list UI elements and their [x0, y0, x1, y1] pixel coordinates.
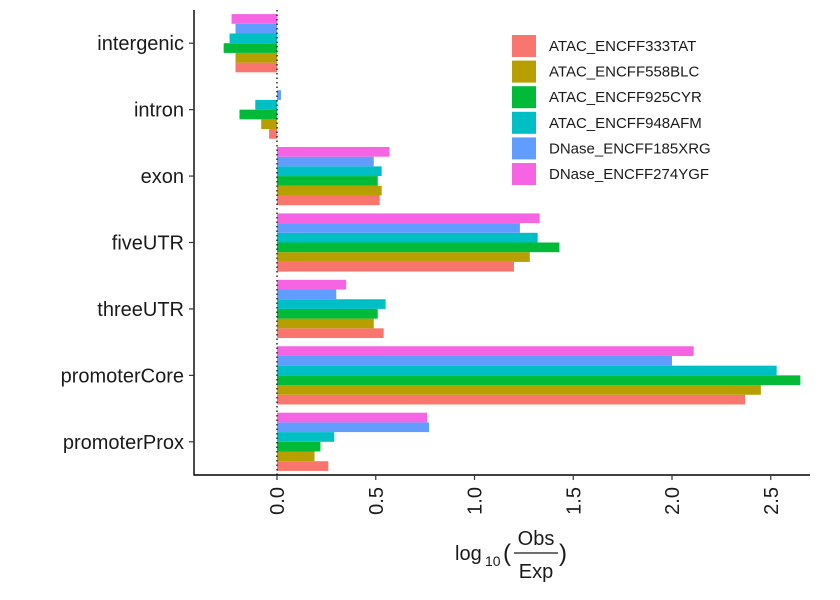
y-tick-label-fiveUTR: fiveUTR	[112, 233, 184, 255]
x-axis-label-close-paren: )	[559, 540, 567, 567]
legend-key-ATAC_ENCFF948AFM	[512, 111, 536, 134]
x-tick-label-5: 2.5	[761, 487, 783, 515]
bar-intergenic-ATAC_ENCFF948AFM	[229, 33, 277, 44]
legend-label-DNase_ENCFF185XRG: DNase_ENCFF185XRG	[549, 140, 711, 157]
bar-fiveUTR-ATAC_ENCFF333TAT	[277, 261, 514, 272]
x-axis-label-subscript: 10	[485, 553, 501, 569]
x-axis-label-numerator: Obs	[518, 528, 555, 550]
legend-key-DNase_ENCFF185XRG	[512, 137, 536, 160]
bar-promoterProx-ATAC_ENCFF925CYR	[277, 441, 321, 452]
legend-label-ATAC_ENCFF925CYR: ATAC_ENCFF925CYR	[549, 89, 702, 106]
legend-label-ATAC_ENCFF333TAT: ATAC_ENCFF333TAT	[549, 38, 696, 55]
x-axis-ticks: 0.0 0.5 1.0 1.5 2.0 2.5	[267, 475, 783, 515]
bar-intron-ATAC_ENCFF925CYR	[239, 109, 277, 120]
bar-promoterCore-ATAC_ENCFF948AFM	[277, 365, 777, 376]
legend: ATAC_ENCFF333TAT ATAC_ENCFF558BLC ATAC_ENC…	[512, 35, 711, 185]
bar-intergenic-ATAC_ENCFF925CYR	[223, 43, 277, 53]
legend-label-DNase_ENCFF274YGF: DNase_ENCFF274YGF	[549, 166, 709, 183]
bar-threeUTR-ATAC_ENCFF925CYR	[277, 308, 378, 319]
bar-fiveUTR-DNase_ENCFF185XRG	[277, 223, 520, 233]
y-axis-ticks: intergenic intron exon fiveUTR threeUTR promo…	[61, 33, 194, 454]
legend-key-DNase_ENCFF274YGF	[512, 163, 536, 185]
y-tick-label-threeUTR: threeUTR	[97, 299, 184, 321]
bar-promoterProx-ATAC_ENCFF558BLC	[277, 451, 315, 462]
legend-label-ATAC_ENCFF558BLC: ATAC_ENCFF558BLC	[549, 64, 699, 81]
bar-intergenic-DNase_ENCFF274YGF	[231, 14, 277, 24]
legend-key-ATAC_ENCFF558BLC	[512, 60, 536, 83]
bar-intron-ATAC_ENCFF333TAT	[269, 129, 277, 139]
y-tick-label-promoterProx: promoterProx	[63, 432, 184, 454]
bar-intergenic-ATAC_ENCFF558BLC	[235, 52, 277, 63]
bar-promoterCore-DNase_ENCFF274YGF	[277, 346, 694, 356]
bar-promoterCore-DNase_ENCFF185XRG	[277, 355, 672, 366]
bar-threeUTR-ATAC_ENCFF948AFM	[277, 299, 386, 309]
bar-fiveUTR-ATAC_ENCFF925CYR	[277, 242, 560, 253]
y-tick-label-exon: exon	[141, 166, 184, 188]
y-tick-label-promoterCore: promoterCore	[61, 365, 184, 387]
bar-promoterCore-ATAC_ENCFF333TAT	[277, 394, 746, 405]
bar-promoterProx-ATAC_ENCFF948AFM	[277, 432, 335, 442]
bar-promoterProx-ATAC_ENCFF333TAT	[277, 461, 329, 471]
bar-fiveUTR-DNase_ENCFF274YGF	[277, 213, 540, 224]
bar-intron-ATAC_ENCFF558BLC	[261, 119, 277, 130]
bar-intergenic-DNase_ENCFF185XRG	[235, 23, 277, 34]
x-tick-label-1: 0.5	[366, 487, 388, 515]
bar-exon-ATAC_ENCFF948AFM	[277, 166, 382, 177]
bar-threeUTR-ATAC_ENCFF333TAT	[277, 328, 384, 339]
x-axis-label-prefix: log	[455, 543, 482, 565]
y-tick-label-intergenic: intergenic	[97, 33, 184, 55]
bar-exon-ATAC_ENCFF333TAT	[277, 195, 380, 206]
bar-promoterCore-ATAC_ENCFF558BLC	[277, 385, 761, 395]
bar-exon-DNase_ENCFF274YGF	[277, 146, 390, 157]
x-tick-label-3: 1.5	[563, 487, 585, 515]
x-tick-label-2: 1.0	[465, 487, 487, 515]
bar-promoterProx-DNase_ENCFF185XRG	[277, 422, 430, 433]
bar-threeUTR-DNase_ENCFF274YGF	[277, 279, 347, 290]
legend-key-ATAC_ENCFF925CYR	[512, 86, 536, 109]
bar-promoterProx-DNase_ENCFF274YGF	[277, 412, 428, 423]
x-axis-label: log 10 ( Obs Exp )	[455, 528, 567, 583]
bar-exon-ATAC_ENCFF558BLC	[277, 185, 382, 196]
bar-threeUTR-ATAC_ENCFF558BLC	[277, 318, 374, 329]
bar-fiveUTR-ATAC_ENCFF948AFM	[277, 232, 538, 243]
bar-promoterCore-ATAC_ENCFF925CYR	[277, 375, 801, 386]
bar-fiveUTR-ATAC_ENCFF558BLC	[277, 252, 530, 262]
y-tick-label-intron: intron	[134, 100, 184, 122]
legend-label-ATAC_ENCFF948AFM: ATAC_ENCFF948AFM	[549, 115, 702, 132]
x-axis-label-open-paren: (	[503, 540, 511, 567]
x-tick-label-0: 0.0	[267, 487, 289, 515]
bar-intron-DNase_ENCFF185XRG	[277, 90, 281, 100]
x-tick-label-4: 2.0	[662, 487, 684, 515]
legend-key-ATAC_ENCFF333TAT	[512, 35, 536, 57]
bar-exon-DNase_ENCFF185XRG	[277, 156, 374, 167]
bar-intron-ATAC_ENCFF948AFM	[255, 99, 277, 110]
bar-exon-ATAC_ENCFF925CYR	[277, 176, 378, 186]
bar-threeUTR-DNase_ENCFF185XRG	[277, 289, 337, 300]
x-axis-label-denominator: Exp	[519, 561, 553, 583]
bars-layer	[223, 14, 801, 471]
bar-intergenic-ATAC_ENCFF333TAT	[235, 62, 277, 73]
